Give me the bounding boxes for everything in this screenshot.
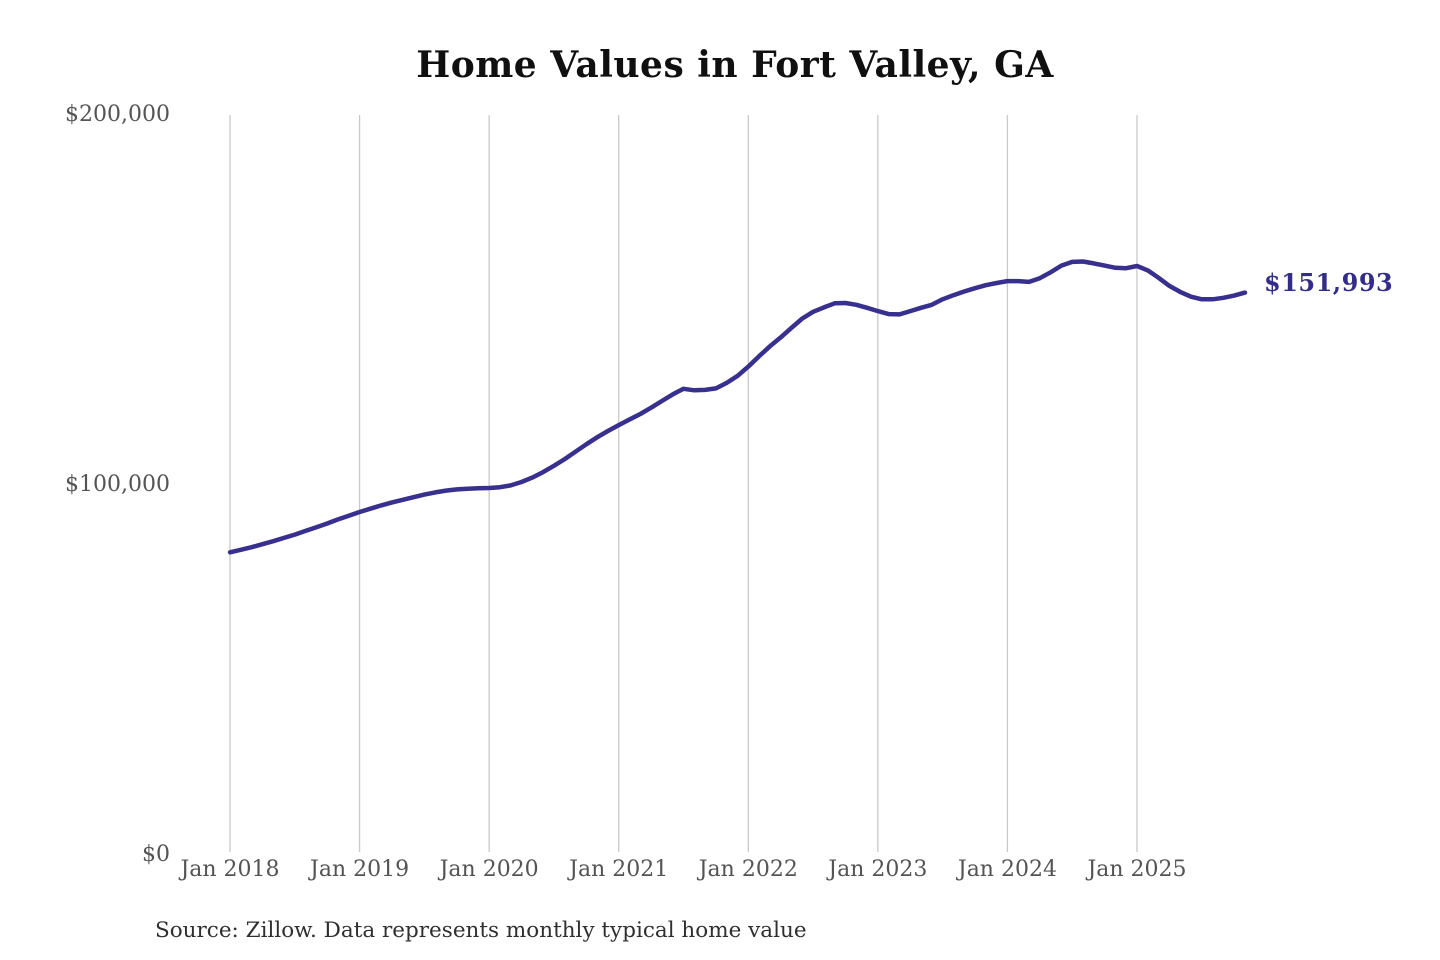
x-tick-label: Jan 2018	[180, 857, 280, 882]
x-tick-label: Jan 2024	[957, 857, 1057, 882]
x-tick-label: Jan 2019	[310, 857, 410, 882]
y-tick-label: $0	[142, 842, 170, 867]
line-end-value-label: $151,993	[1264, 268, 1394, 297]
y-tick-label: $200,000	[65, 102, 170, 127]
x-tick-label: Jan 2020	[439, 857, 539, 882]
x-tick-label: Jan 2021	[569, 857, 669, 882]
source-note: Source: Zillow. Data represents monthly …	[155, 918, 807, 943]
home-value-line-series	[227, 259, 1248, 555]
y-tick-label: $100,000	[65, 472, 170, 497]
x-tick-label: Jan 2025	[1087, 857, 1187, 882]
chart-title: Home Values in Fort Valley, GA	[416, 44, 1054, 86]
x-tick-label: Jan 2023	[828, 857, 928, 882]
x-tick-label: Jan 2022	[698, 857, 798, 882]
